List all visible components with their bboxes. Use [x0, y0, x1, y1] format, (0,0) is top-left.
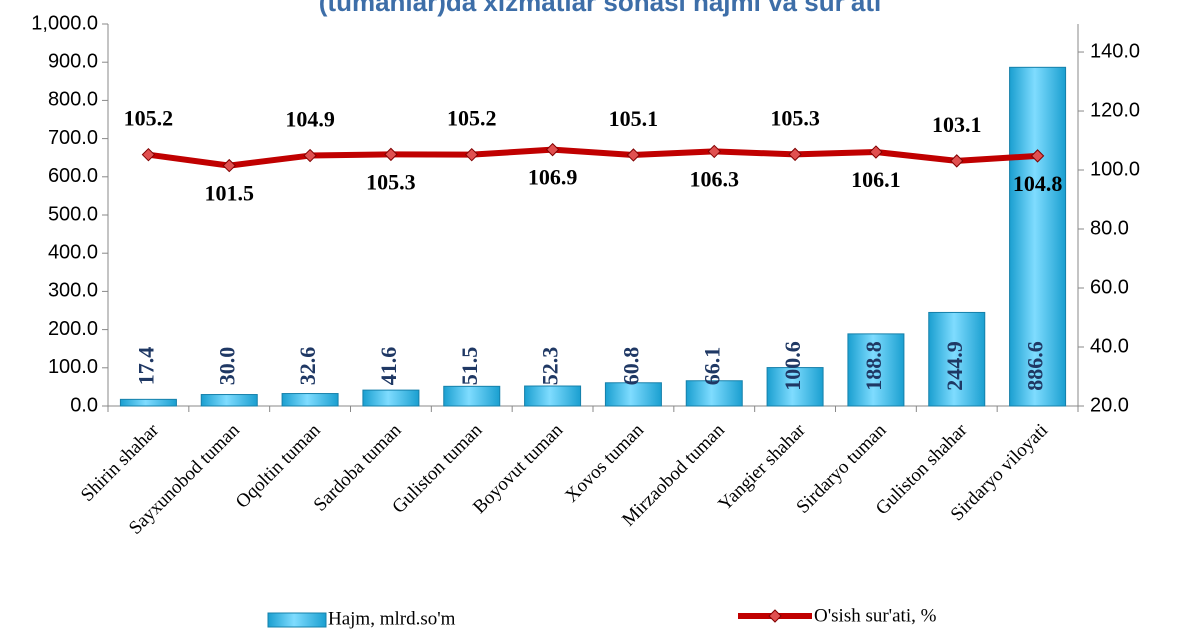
y2-tick-label: 100.0 [1090, 158, 1140, 180]
bar [524, 385, 582, 407]
y2-tick-label: 40.0 [1090, 335, 1129, 357]
y-tick-label: 1,000.0 [31, 12, 98, 34]
line-label: 104.8 [1013, 171, 1063, 196]
y-tick-label: 300.0 [48, 280, 98, 302]
y2-tick-label: 140.0 [1090, 40, 1140, 62]
bar-label: 17.4 [133, 347, 158, 386]
x-tick-label: Shirin shahar [77, 419, 164, 506]
y2-tick-label: 80.0 [1090, 217, 1129, 239]
line-marker [707, 144, 721, 159]
y2-tick-label: 120.0 [1090, 99, 1140, 121]
line-label: 105.2 [124, 106, 174, 131]
bar [766, 367, 824, 407]
y-tick-label: 200.0 [48, 318, 98, 340]
bar [847, 333, 905, 407]
legend-label: Hajm, mlrd.so'm [328, 608, 456, 629]
line-marker [545, 142, 560, 157]
y-tick-label: 700.0 [48, 127, 98, 149]
bar [928, 311, 986, 407]
y-tick-label: 500.0 [48, 203, 98, 225]
line-label: 103.1 [932, 112, 982, 137]
bar-label: 244.9 [942, 341, 967, 391]
chart-title: (tumanlar)da xizmatlar sohasi hajmi va s… [319, 0, 881, 17]
line-label: 105.3 [770, 105, 820, 130]
bar-label: 60.8 [618, 347, 643, 386]
line-marker [465, 147, 479, 162]
bar-label: 52.3 [538, 347, 563, 386]
legend-label: O'sish sur'ati, % [814, 605, 937, 626]
line-label: 101.5 [205, 181, 255, 206]
line-label: 105.2 [447, 106, 497, 131]
y-tick-label: 900.0 [48, 50, 98, 72]
legend-marker [768, 609, 782, 623]
line-marker [222, 158, 236, 173]
y-tick-label: 400.0 [48, 241, 98, 263]
line-label: 106.9 [528, 165, 578, 190]
bar-label: 30.0 [214, 347, 239, 386]
bar-label: 51.5 [457, 347, 482, 386]
bar [604, 382, 662, 407]
line-marker [141, 147, 156, 162]
line-marker [384, 147, 398, 162]
line [148, 146, 1038, 169]
bar-label: 66.1 [699, 347, 724, 386]
x-tick-label: Xovos tuman [561, 419, 648, 506]
bar-label: 100.6 [780, 341, 805, 391]
y2-tick-label: 20.0 [1090, 394, 1129, 416]
bar [281, 393, 339, 407]
line-marker [788, 147, 802, 162]
bar-label: 41.6 [376, 347, 401, 386]
y-tick-label: 600.0 [48, 165, 98, 187]
bar [1009, 66, 1067, 407]
y-tick-label: 800.0 [48, 89, 98, 111]
bar-label: 32.6 [295, 347, 320, 386]
bar-label: 886.6 [1023, 341, 1048, 391]
bar [362, 389, 420, 407]
bar [119, 398, 177, 407]
line-marker [1030, 149, 1045, 163]
bar-label: 188.8 [861, 341, 886, 391]
y2-tick-label: 60.0 [1090, 276, 1129, 298]
bar [443, 385, 501, 407]
y-tick-label: 0.0 [70, 394, 98, 416]
line-marker [626, 148, 641, 162]
line-label: 106.3 [690, 166, 740, 191]
bar [685, 380, 743, 407]
bar [200, 394, 258, 407]
line-marker [950, 154, 964, 168]
legend-swatch [267, 612, 327, 628]
line-marker [869, 145, 883, 159]
line-marker [303, 148, 317, 163]
line-label: 105.1 [609, 106, 659, 131]
y-tick-label: 100.0 [48, 356, 98, 378]
line-label: 104.9 [285, 107, 335, 132]
line-label: 105.3 [366, 169, 416, 194]
line-label: 106.1 [851, 167, 901, 192]
